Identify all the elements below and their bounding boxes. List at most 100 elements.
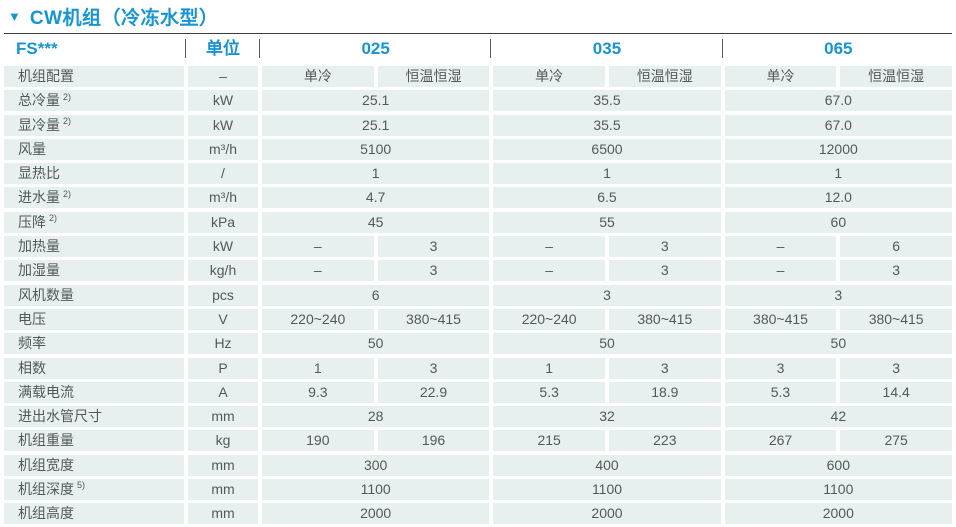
value-cell: 42 xyxy=(724,406,952,428)
row-unit: m³/h xyxy=(188,138,258,160)
value-cell: 1100 xyxy=(493,479,721,501)
spec-row: 机组配置 – 单冷 恒温恒湿 单冷 恒温恒湿 单冷 恒温恒湿 xyxy=(4,66,952,87)
row-label: 显热比 xyxy=(4,163,184,185)
value-cell: 恒温恒湿 xyxy=(840,66,952,87)
value-cell: 215 xyxy=(493,430,605,452)
value-cell: 2000 xyxy=(262,503,490,525)
value-cell: 恒温恒湿 xyxy=(608,66,721,87)
spec-row: 机组深度 5) mm 1100 1100 1100 xyxy=(4,479,952,501)
row-unit: / xyxy=(188,163,258,185)
model-header-065: 065 xyxy=(721,34,952,63)
value-cell: 3 xyxy=(724,357,837,379)
spec-row: 显热比/1 1 1 xyxy=(4,163,952,185)
value-cell: 12.0 xyxy=(724,187,952,209)
value-cell: 400 xyxy=(493,454,721,476)
value-cell: 6500 xyxy=(493,138,721,160)
value-cell: 1 xyxy=(262,163,490,185)
row-label: 电压 xyxy=(4,308,184,330)
table-header-row: FS*** 单位 025 035 065 xyxy=(4,34,952,63)
value-cell: 32 xyxy=(493,406,721,428)
value-cell: 1 xyxy=(493,357,605,379)
spec-row: 进出水管尺寸 mm 28 32 42 xyxy=(4,406,952,428)
row-label: 机组重量 xyxy=(4,430,184,452)
value-cell: 1 xyxy=(724,163,952,185)
value-cell: 50 xyxy=(493,333,721,355)
value-cell: – xyxy=(262,236,374,258)
value-cell: 3 xyxy=(608,236,721,258)
value-cell: 380~415 xyxy=(377,308,490,330)
value-cell: 9.3 xyxy=(262,381,374,403)
value-cell: 5.3 xyxy=(724,381,837,403)
value-cell: 220~240 xyxy=(493,308,605,330)
value-cell: 3 xyxy=(377,357,490,379)
value-cell: 3 xyxy=(724,284,952,306)
spec-row: 风机数量 pcs 6 3 3 xyxy=(4,284,952,306)
spec-row: 加热量 kW –3–3–6 xyxy=(4,236,952,258)
footnote-marker: 2) xyxy=(63,188,72,199)
value-cell: 3 xyxy=(608,357,721,379)
value-cell: 6 xyxy=(262,284,490,306)
value-cell: 3 xyxy=(377,260,490,282)
value-cell: 5.3 xyxy=(493,381,605,403)
value-cell: 单冷 xyxy=(262,66,374,87)
row-unit: P xyxy=(188,357,258,379)
value-cell: 6 xyxy=(840,236,952,258)
footnote-marker: 2) xyxy=(63,115,72,126)
row-unit: kg/h xyxy=(188,260,258,282)
value-cell: – xyxy=(724,236,837,258)
value-cell: 4.7 xyxy=(262,187,490,209)
value-cell: 60 xyxy=(724,211,952,233)
value-cell: 3 xyxy=(608,260,721,282)
header-rule xyxy=(4,33,952,34)
value-cell: 25.1 xyxy=(262,114,490,136)
value-cell: 35.5 xyxy=(493,90,721,112)
value-cell: 45 xyxy=(262,211,490,233)
section-marker-icon: ▼ xyxy=(8,9,21,24)
spec-row: 电压 V 220~240 380~415 220~240 380~415 380~415 38… xyxy=(4,308,952,330)
value-cell: 5100 xyxy=(262,138,490,160)
row-label: 加热量 xyxy=(4,236,184,258)
value-cell: 3 xyxy=(377,236,490,258)
spec-row: 风量 m³/h 5100 6500 12000 xyxy=(4,138,952,160)
row-unit: kW xyxy=(188,236,258,258)
value-cell: 2000 xyxy=(493,503,721,525)
value-cell: 18.9 xyxy=(608,381,721,403)
section-header: ▼ CW机组（冷冻水型） xyxy=(4,4,952,29)
row-unit: A xyxy=(188,381,258,403)
value-cell: 55 xyxy=(493,211,721,233)
value-cell: 50 xyxy=(724,333,952,355)
value-cell: 3 xyxy=(840,357,952,379)
spec-row: 相数 P 1 3 1 3 3 3 xyxy=(4,357,952,379)
value-cell: 12000 xyxy=(724,138,952,160)
value-cell: 380~415 xyxy=(840,308,952,330)
footnote-marker: 5) xyxy=(77,480,86,491)
spec-row: 机组重量 kg 190 196 215 223 267 275 xyxy=(4,430,952,452)
value-cell: – xyxy=(724,260,837,282)
row-label: 机组深度 5) xyxy=(4,479,184,501)
value-cell: 275 xyxy=(840,430,952,452)
value-cell: – xyxy=(493,236,605,258)
spec-row: 机组高度 mm 2000 2000 2000 xyxy=(4,503,952,525)
footnote-marker: 2) xyxy=(63,91,72,102)
row-label: 加湿量 xyxy=(4,260,184,282)
row-unit: kW xyxy=(188,114,258,136)
value-cell: 单冷 xyxy=(493,66,605,87)
value-cell: 14.4 xyxy=(840,381,952,403)
row-unit: kg xyxy=(188,430,258,452)
value-cell: 196 xyxy=(377,430,490,452)
spec-row: 机组宽度 mm 300 400 600 xyxy=(4,454,952,476)
row-unit: pcs xyxy=(188,284,258,306)
value-cell: 6.5 xyxy=(493,187,721,209)
row-label: 压降 2) xyxy=(4,211,184,233)
row-label: 满载电流 xyxy=(4,381,184,403)
value-cell: 1 xyxy=(493,163,721,185)
value-cell: 50 xyxy=(262,333,490,355)
row-label: 风量 xyxy=(4,138,184,160)
row-unit: mm xyxy=(188,479,258,501)
row-unit: kW xyxy=(188,90,258,112)
row-unit: – xyxy=(188,66,258,87)
row-unit: m³/h xyxy=(188,187,258,209)
value-cell: 300 xyxy=(262,454,490,476)
value-cell: 67.0 xyxy=(724,90,952,112)
